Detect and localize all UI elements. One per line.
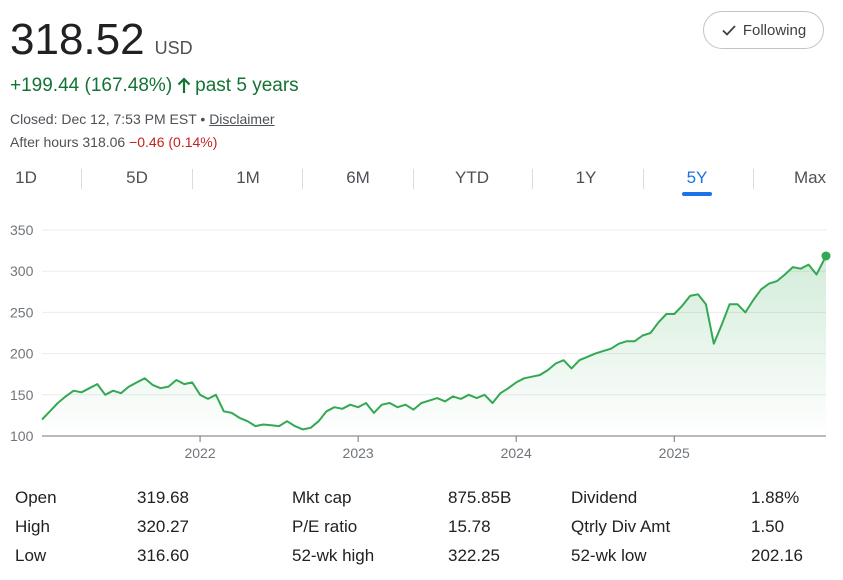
y-tick-label: 200 — [10, 346, 34, 362]
stat-value: 202.16 — [751, 546, 803, 565]
divider — [532, 169, 533, 189]
range-tab-label: 1M — [236, 168, 260, 187]
after-hours-price: After hours 318.06 — [10, 134, 126, 150]
range-tab-max[interactable]: Max — [785, 162, 835, 196]
stat-label: Open — [15, 488, 57, 507]
range-tab-5d[interactable]: 5D — [112, 162, 162, 196]
x-tick-label: 2025 — [659, 445, 690, 461]
price-area — [42, 255, 826, 436]
range-tab-label: YTD — [455, 168, 489, 187]
bullet-separator: • — [200, 111, 206, 127]
stat-value: 320.27 — [137, 517, 189, 536]
range-tab-ytd[interactable]: YTD — [444, 162, 500, 196]
range-tab-1d[interactable]: 1D — [0, 162, 52, 196]
divider — [753, 169, 754, 189]
after-hours: After hours 318.06 −0.46 (0.14%) — [10, 134, 217, 150]
following-button[interactable]: Following — [703, 11, 824, 49]
x-tick-label: 2024 — [501, 445, 532, 461]
after-hours-change: −0.46 (0.14%) — [129, 134, 218, 150]
stat-value: 875.85B — [448, 488, 512, 507]
x-tick-label: 2023 — [343, 445, 374, 461]
currency-label: USD — [154, 38, 193, 58]
y-tick-label: 350 — [10, 222, 34, 238]
stat-label: 52-wk low — [571, 546, 647, 565]
range-tab-label: 5Y — [686, 168, 708, 187]
price-chart[interactable]: 100 150 200 250 300 350 2022 2023 2024 2025 — [0, 200, 843, 470]
stat-label: Dividend — [571, 488, 638, 507]
y-tick-label: 250 — [10, 304, 34, 320]
price-row: 318.52 USD — [10, 14, 193, 66]
arrow-up-icon — [177, 77, 191, 95]
divider — [192, 169, 193, 189]
range-tab-label: 6M — [346, 168, 370, 187]
stat-value: 322.25 — [448, 546, 500, 565]
price-change: +199.44 (167.48%) past 5 years — [10, 75, 299, 97]
change-period: past 5 years — [195, 75, 299, 96]
stat-value: 319.68 — [137, 488, 189, 507]
stat-label: Mkt cap — [292, 488, 352, 507]
following-label: Following — [742, 21, 807, 39]
y-tick-label: 150 — [10, 387, 34, 403]
y-tick-label: 100 — [10, 428, 34, 444]
change-value: +199.44 (167.48%) — [10, 75, 173, 96]
y-tick-label: 300 — [10, 263, 34, 279]
current-price: 318.52 — [10, 15, 145, 64]
stat-value: 1.50 — [751, 517, 785, 536]
stat-value: 15.78 — [448, 517, 491, 536]
divider — [643, 169, 644, 189]
stat-label: High — [15, 517, 50, 536]
range-tab-label: 1D — [15, 168, 37, 187]
disclaimer-link[interactable]: Disclaimer — [209, 111, 275, 127]
stat-label: Low — [15, 546, 47, 565]
range-tab-1m[interactable]: 1M — [222, 162, 274, 196]
range-tab-label: Max — [793, 168, 827, 187]
stat-value: 1.88% — [751, 488, 800, 507]
range-tab-1y[interactable]: 1Y — [562, 162, 610, 196]
closed-status: Closed: Dec 12, 7:53 PM EST • Disclaimer — [10, 111, 275, 127]
stat-label: Qtrly Div Amt — [571, 517, 671, 536]
x-tick-label: 2022 — [184, 445, 215, 461]
last-price-dot — [821, 251, 831, 261]
stat-label: 52-wk high — [292, 546, 375, 565]
price-line — [41, 255, 827, 431]
range-tab-label: 1Y — [575, 168, 597, 187]
range-tabs: 1D 5D 1M 6M YTD 1Y 5Y Max — [0, 162, 843, 198]
closed-text: Closed: Dec 12, 7:53 PM EST — [10, 111, 197, 127]
range-tab-5y[interactable]: 5Y — [672, 162, 722, 196]
range-tab-6m[interactable]: 6M — [332, 162, 384, 196]
check-icon — [721, 22, 737, 38]
range-tab-label: 5D — [126, 168, 148, 187]
active-tab-indicator — [682, 192, 712, 196]
divider — [413, 169, 414, 189]
stat-value: 316.60 — [137, 546, 189, 565]
stat-label: P/E ratio — [292, 517, 358, 536]
divider — [81, 169, 82, 189]
divider — [302, 169, 303, 189]
